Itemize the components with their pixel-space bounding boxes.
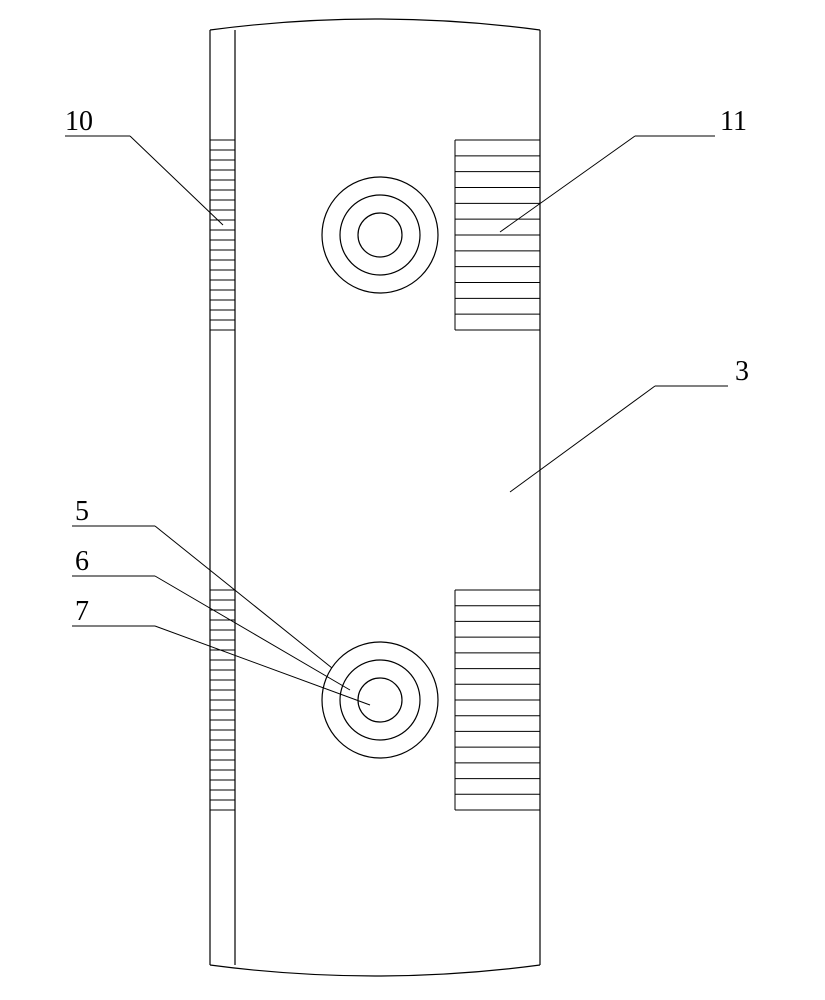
concentric-feature-bottom <box>322 642 438 758</box>
leader-l6 <box>72 576 350 690</box>
callout-label-l10: 10 <box>65 106 93 137</box>
callout-label-l7: 7 <box>75 596 89 627</box>
concentric-feature-top <box>322 177 438 293</box>
technical-drawing: 10 11 3 5 6 7 <box>0 0 825 1000</box>
callout-label-l3: 3 <box>735 356 749 387</box>
leader-l11 <box>500 136 715 232</box>
callout-label-l5: 5 <box>75 496 89 527</box>
break-line <box>210 19 540 30</box>
leader-l7 <box>72 626 370 705</box>
callout-label-l11: 11 <box>720 106 747 137</box>
break-line <box>210 965 540 976</box>
leader-l5 <box>72 526 332 668</box>
callout-label-l6: 6 <box>75 546 89 577</box>
hatch-strip-left-bottom <box>210 590 235 810</box>
hatch-strip-right-top <box>455 140 540 330</box>
leader-l3 <box>510 386 728 492</box>
hatch-strip-right-bottom <box>455 590 540 810</box>
leader-l10 <box>65 136 223 225</box>
hatch-strip-left-top <box>210 140 235 330</box>
